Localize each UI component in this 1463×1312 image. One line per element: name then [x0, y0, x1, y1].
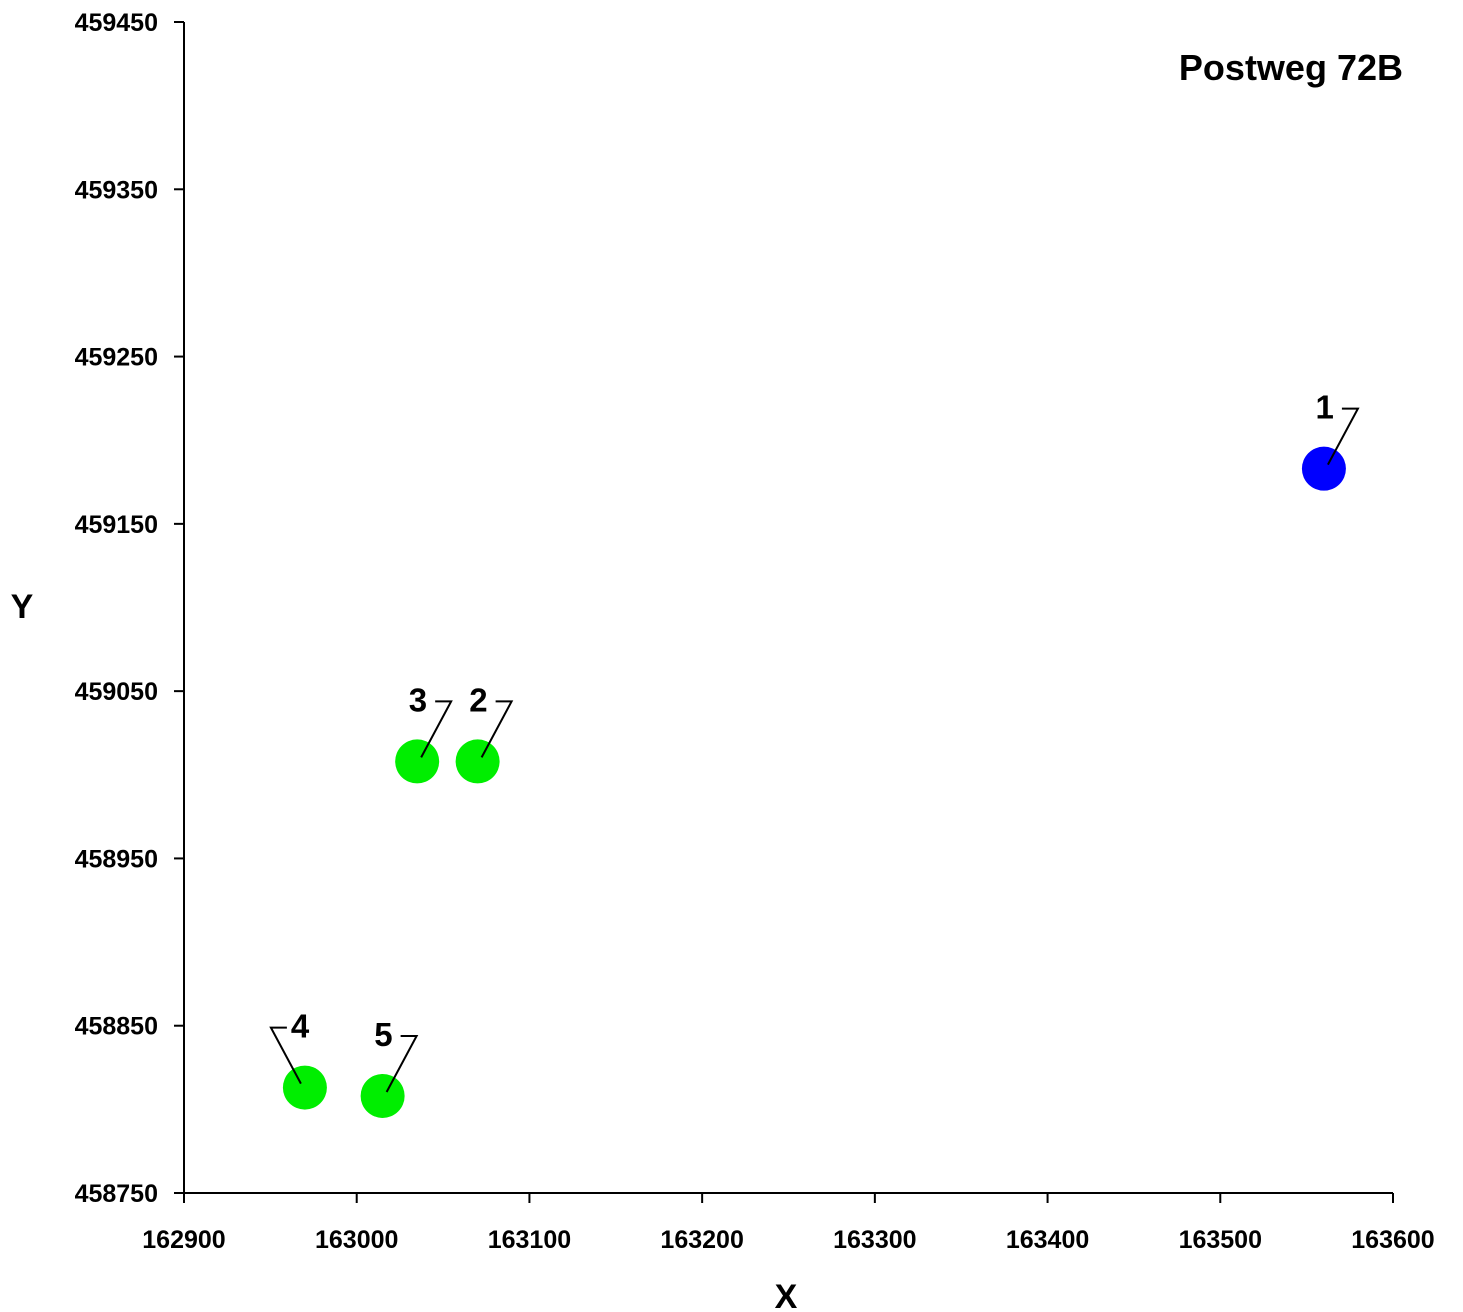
- point-label: 1: [1316, 389, 1334, 426]
- x-tick-label: 163200: [660, 1226, 743, 1254]
- y-tick-label: 458750: [75, 1180, 158, 1208]
- x-tick-label: 163000: [315, 1226, 398, 1254]
- point-label: 2: [469, 681, 487, 718]
- y-axis-title: Y: [11, 588, 34, 626]
- y-tick-label: 459350: [75, 176, 158, 204]
- leader-line: [420, 700, 453, 758]
- x-tick-label: 162900: [142, 1226, 225, 1254]
- data-point-5: [360, 1073, 405, 1118]
- x-tick-label: 163300: [833, 1226, 916, 1254]
- data-point-3: [395, 739, 440, 784]
- data-point-1: [1301, 446, 1346, 491]
- y-tick-label: 459250: [75, 344, 158, 372]
- y-axis-ticks: 459450 459350 459250 459150 459050 458950 4588…: [75, 9, 184, 1208]
- data-point-2: [455, 739, 500, 784]
- x-tick-label: 163100: [488, 1226, 571, 1254]
- y-tick-label: 459050: [75, 678, 158, 706]
- x-tick-label: 163400: [1006, 1226, 1089, 1254]
- leader-line: [1327, 407, 1360, 466]
- y-tick-label: 459450: [75, 9, 158, 37]
- point-label: 5: [374, 1016, 392, 1053]
- chart-title: Postweg 72B: [1179, 47, 1403, 88]
- x-axis-ticks: 162900 163000 163100 163200 163300 163400 1635…: [142, 1193, 1435, 1254]
- data-points: 1 2 3 4 5: [269, 389, 1360, 1118]
- leader-line: [385, 1034, 419, 1093]
- data-point-4: [282, 1065, 327, 1110]
- y-tick-label: 458850: [75, 1013, 158, 1041]
- y-tick-label: 459150: [75, 511, 158, 539]
- x-axis-title: X: [775, 1278, 798, 1312]
- x-tick-label: 163500: [1179, 1226, 1262, 1254]
- point-label: 3: [409, 681, 427, 718]
- y-tick-label: 458950: [75, 845, 158, 873]
- point-label: 4: [291, 1008, 310, 1045]
- x-tick-label: 163600: [1351, 1226, 1434, 1254]
- leader-line: [269, 1026, 302, 1085]
- leader-line: [480, 700, 514, 758]
